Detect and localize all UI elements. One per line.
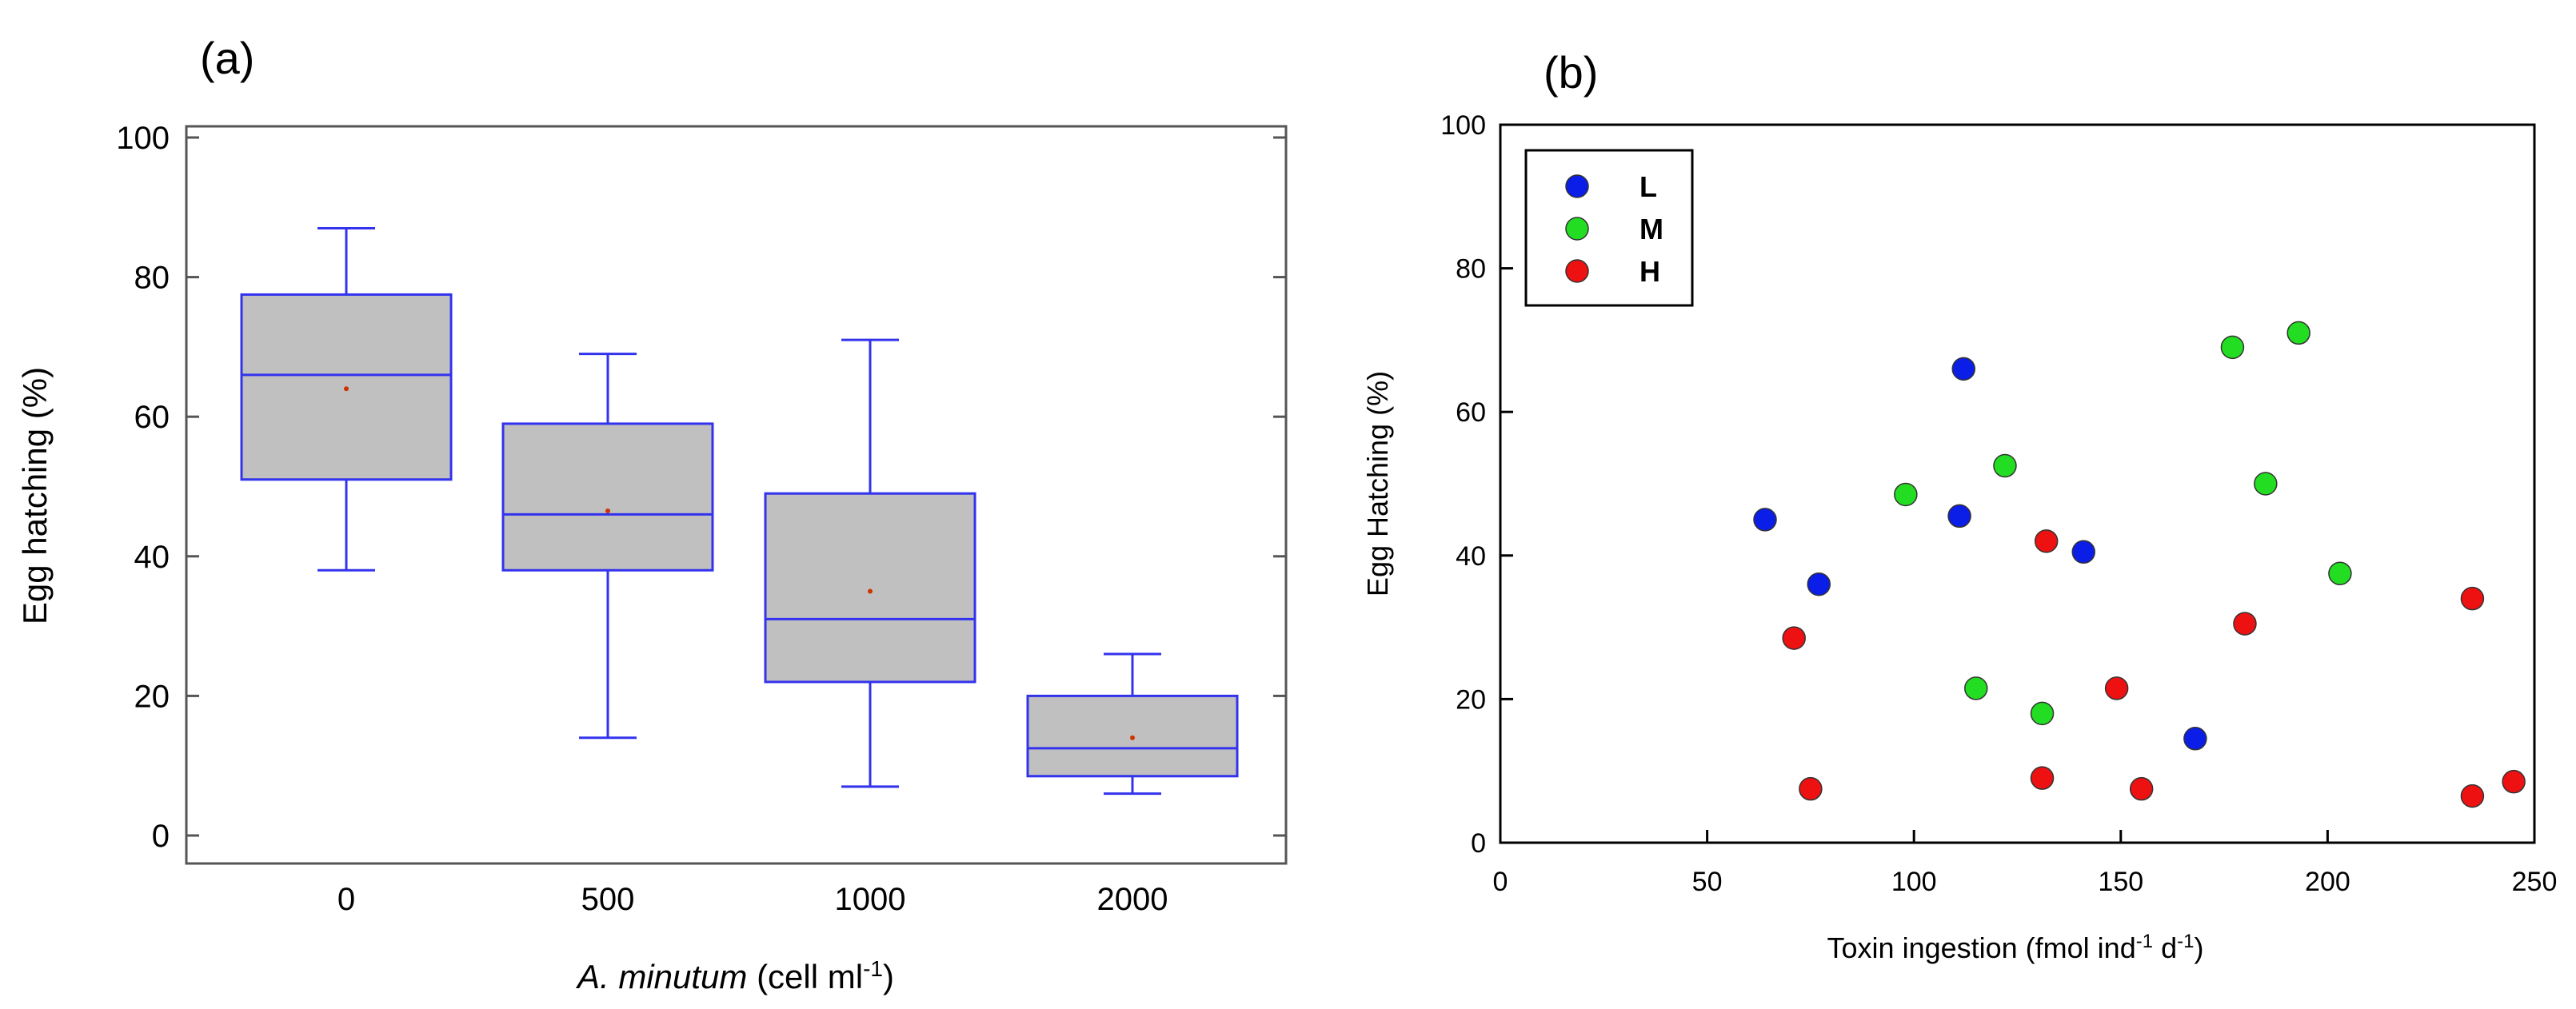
point-h <box>2502 769 2526 794</box>
b-x-tick-label: 100 <box>1891 867 1937 897</box>
b-y-tick-label: 40 <box>1456 541 1486 572</box>
panel-a-x-axis-title-close: ) <box>883 958 894 995</box>
panel-a-boxes <box>240 226 1239 796</box>
a-y-tick-label: 60 <box>134 400 170 435</box>
panel-b-x-axis-title-part1: Toxin ingestion (fmol ind <box>1827 931 2136 964</box>
panel-b-x-axis-title-exponent2: -1 <box>2177 931 2194 952</box>
b-y-tick-label: 80 <box>1456 254 1486 285</box>
point-h <box>2030 766 2055 790</box>
panel-b-scatter-plot: (b) 0 20 40 60 80 100 0 50 100 150 200 250 LMH Egg… <box>1361 47 2557 964</box>
b-x-tick-label: 250 <box>2512 867 2558 897</box>
panel-b-y-axis-title: Egg Hatching (%) <box>1361 371 1394 596</box>
box-iqr <box>501 422 714 572</box>
legend-label-h: H <box>1639 255 1660 288</box>
legend-label-l: L <box>1639 170 1657 203</box>
point-l <box>1753 508 1777 532</box>
b-x-tick-label: 50 <box>1692 867 1723 897</box>
panel-b-plot-frame <box>1499 123 2536 844</box>
panel-a-x-axis-title: A. minutum (cell ml-1) <box>575 956 894 996</box>
point-h <box>2104 676 2129 700</box>
a-y-tick-label: 80 <box>134 261 170 296</box>
b-x-tick-label: 150 <box>2098 867 2143 897</box>
point-h <box>1782 626 1806 650</box>
point-m <box>2220 335 2245 360</box>
point-m <box>2286 321 2310 345</box>
a-y-tick-label: 0 <box>152 819 170 854</box>
legend-marker-h <box>1565 259 1589 283</box>
panel-a-plot-frame <box>185 125 1288 865</box>
panel-b-legend: LMH <box>1524 149 1694 307</box>
point-l <box>1807 572 1831 596</box>
panel-a-x-axis-title-species: A. minutum <box>575 958 747 995</box>
panel-b-label: (b) <box>1544 47 1598 98</box>
point-h <box>2460 784 2485 808</box>
panel-a-label: (a) <box>200 33 254 83</box>
point-l <box>1947 504 1971 528</box>
point-h <box>1799 776 1823 801</box>
point-m <box>2328 561 2352 585</box>
a-x-tick-label: 0 <box>337 882 355 917</box>
box-mean-marker <box>605 508 610 514</box>
point-h <box>2034 529 2059 553</box>
box-0 <box>240 226 453 572</box>
a-y-tick-label: 20 <box>134 679 170 714</box>
point-l <box>2071 540 2096 564</box>
a-y-tick-label: 40 <box>134 540 170 575</box>
box-mean-marker <box>344 386 349 392</box>
panel-b-x-axis-title: Toxin ingestion (fmol ind-1 d-1) <box>1827 931 2204 965</box>
b-y-tick-label: 0 <box>1471 828 1486 859</box>
a-x-tick-label: 1000 <box>835 882 906 917</box>
panel-b-y-axis-ticks: 0 20 40 60 80 100 <box>1440 110 1513 859</box>
legend-label-m: M <box>1639 213 1663 245</box>
b-y-tick-label: 20 <box>1456 684 1486 715</box>
legend-marker-l <box>1565 174 1589 198</box>
panel-a-y-axis-ticks: 0 20 40 60 80 100 <box>116 121 1286 854</box>
legend-marker-m <box>1565 217 1589 241</box>
point-h <box>2460 586 2485 611</box>
point-m <box>1964 676 1988 700</box>
panel-b-x-axis-title-part3: ) <box>2194 931 2203 964</box>
panel-a-y-axis-title: Egg hatching (%) <box>16 367 54 624</box>
b-x-tick-label: 0 <box>1493 867 1508 897</box>
panel-a-box-plot: (a) 0 20 40 60 80 100 0 500 1000 2000 Egg hatchi… <box>16 33 1288 996</box>
point-l <box>1951 357 1976 381</box>
box-500 <box>501 353 714 740</box>
b-y-tick-label: 100 <box>1440 110 1486 141</box>
panel-b-points <box>1753 321 2526 808</box>
panel-b-x-axis-title-part2: d <box>2153 931 2177 964</box>
panel-a-x-axis-ticks: 0 500 1000 2000 <box>337 882 1168 917</box>
point-m <box>1894 482 1918 507</box>
a-x-tick-label: 500 <box>581 882 635 917</box>
point-m <box>1993 453 2017 478</box>
point-h <box>2233 612 2257 636</box>
panel-b-legend-box <box>1524 149 1694 307</box>
point-m <box>2254 472 2278 496</box>
point-h <box>2129 776 2154 801</box>
b-y-tick-label: 60 <box>1456 397 1486 428</box>
box-2000 <box>1026 652 1239 796</box>
point-l <box>2183 727 2207 751</box>
box-mean-marker <box>868 588 873 594</box>
panel-a-x-axis-title-exponent: -1 <box>863 956 883 981</box>
box-mean-marker <box>1130 735 1135 740</box>
panel-a-x-axis-title-unit: (cell ml <box>747 958 863 995</box>
a-x-tick-label: 2000 <box>1097 882 1168 917</box>
box-1000 <box>764 338 976 788</box>
point-m <box>2030 701 2055 726</box>
panel-b-x-axis-ticks: 0 50 100 150 200 250 <box>1493 830 2558 897</box>
panel-b-x-axis-title-exponent1: -1 <box>2136 931 2153 952</box>
b-x-tick-label: 200 <box>2305 867 2350 897</box>
a-y-tick-label: 100 <box>116 121 170 156</box>
box-iqr <box>764 492 976 684</box>
